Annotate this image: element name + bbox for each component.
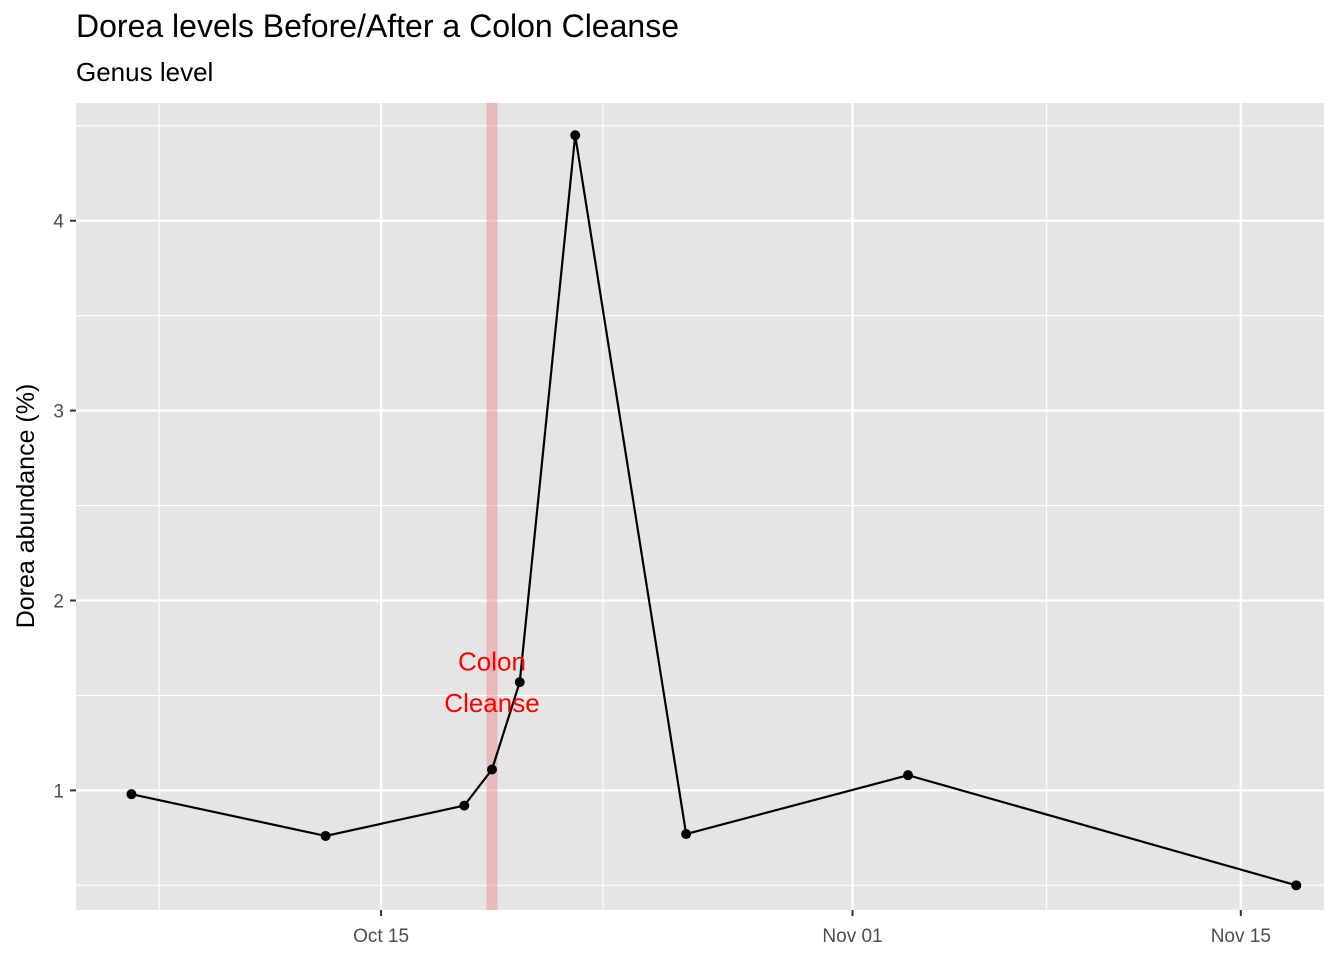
- annotation-label-line: Cleanse: [444, 688, 539, 718]
- data-point: [1291, 880, 1302, 891]
- data-point: [487, 764, 497, 775]
- data-point: [681, 829, 692, 840]
- data-point: [514, 677, 525, 688]
- axis-layer: Oct 15 Nov 01 Nov 15 1 2 3 4: [53, 212, 1270, 947]
- y-tick-label: 1: [53, 781, 64, 802]
- y-tick-label: 4: [53, 212, 64, 233]
- data-point: [459, 800, 470, 811]
- y-axis-title: Dorea abundance (%): [12, 384, 40, 629]
- x-tick-label: Nov 15: [1211, 926, 1271, 947]
- annotation-band-layer: [486, 103, 498, 910]
- data-point: [903, 770, 913, 781]
- annotation-label-line: Colon: [458, 646, 526, 676]
- series-layer: [126, 130, 1302, 891]
- x-tick-label: Nov 01: [822, 926, 882, 947]
- y-tick-label: 3: [53, 402, 64, 423]
- x-tick-label: Oct 15: [353, 926, 409, 947]
- data-point: [320, 830, 331, 841]
- chart-title: Dorea levels Before/After a Colon Cleans…: [76, 8, 679, 44]
- minor-gridlines: [76, 103, 1324, 910]
- annotation-text-layer: Colon Cleanse: [444, 646, 539, 718]
- colon-cleanse-marker: [486, 103, 498, 910]
- data-point: [126, 789, 137, 800]
- y-tick-label: 2: [53, 591, 64, 612]
- chart-subtitle: Genus level: [76, 57, 214, 87]
- data-point: [570, 130, 581, 141]
- major-gridlines: [76, 103, 1324, 910]
- plot-panel: [76, 103, 1324, 910]
